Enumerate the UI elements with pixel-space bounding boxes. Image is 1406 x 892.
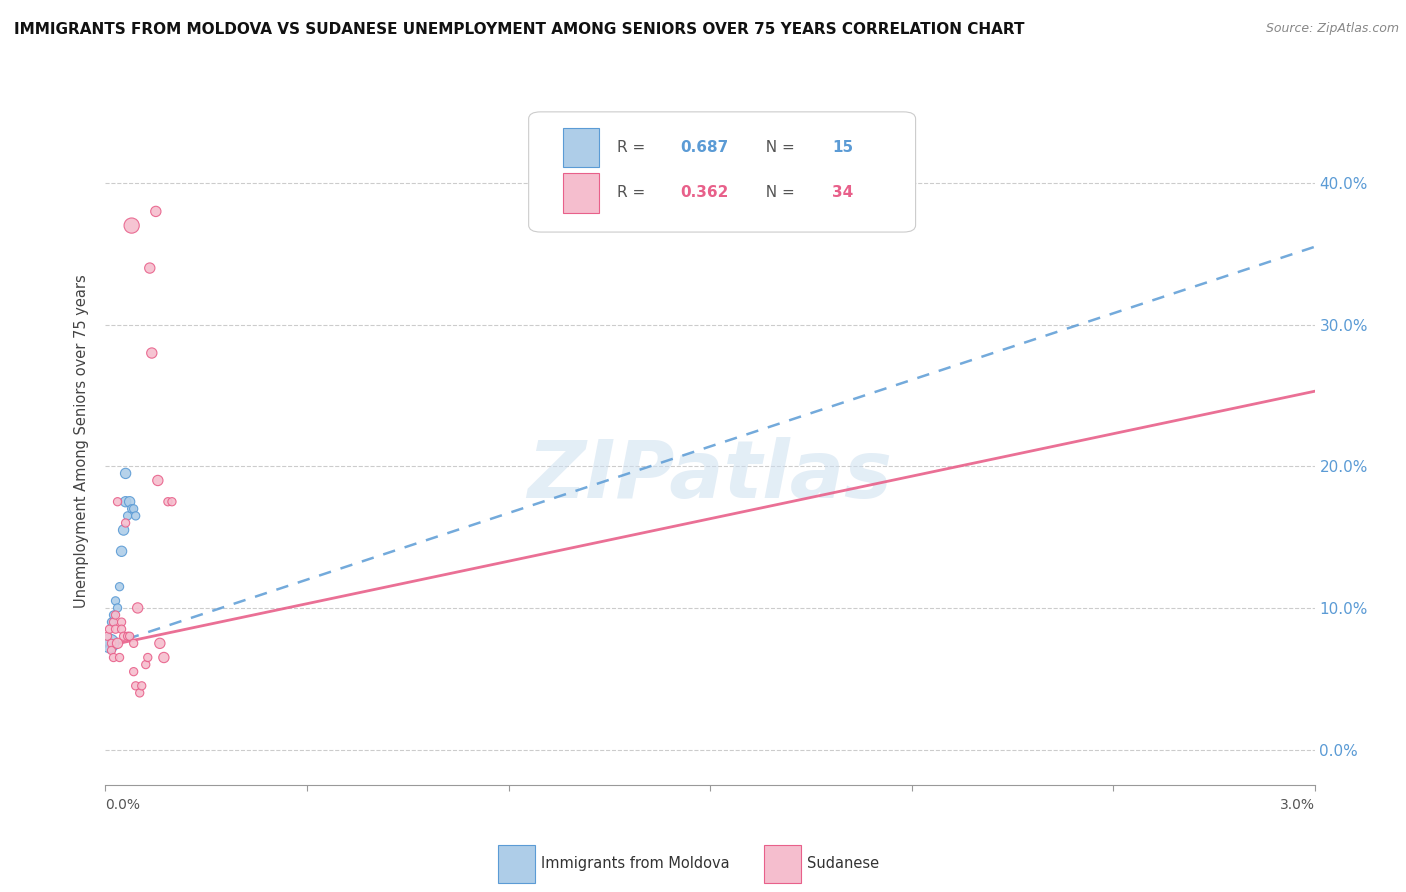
Point — [121, 219, 143, 233]
Point — [117, 508, 139, 523]
Point — [121, 501, 143, 516]
Text: ZIPatlas: ZIPatlas — [527, 437, 893, 515]
Point — [104, 594, 127, 608]
Point — [160, 494, 183, 508]
Text: 3.0%: 3.0% — [1279, 797, 1315, 812]
Point — [127, 601, 149, 615]
Point — [141, 346, 163, 360]
Point — [107, 494, 129, 508]
Point — [98, 622, 121, 636]
Point — [108, 650, 131, 665]
FancyBboxPatch shape — [765, 845, 801, 883]
Point — [122, 665, 145, 679]
Point — [125, 508, 148, 523]
FancyBboxPatch shape — [562, 173, 599, 213]
Point — [108, 580, 131, 594]
Text: N =: N = — [756, 140, 800, 155]
Point — [110, 622, 132, 636]
Point — [156, 494, 179, 508]
Text: Immigrants from Moldova: Immigrants from Moldova — [541, 856, 730, 871]
Point — [100, 643, 122, 657]
Point — [136, 650, 159, 665]
Point — [149, 636, 172, 650]
Point — [153, 650, 176, 665]
Point — [96, 629, 118, 643]
Y-axis label: Unemployment Among Seniors over 75 years: Unemployment Among Seniors over 75 years — [75, 275, 90, 608]
Text: R =: R = — [617, 186, 650, 201]
Point — [103, 615, 125, 629]
Text: IMMIGRANTS FROM MOLDOVA VS SUDANESE UNEMPLOYMENT AMONG SENIORS OVER 75 YEARS COR: IMMIGRANTS FROM MOLDOVA VS SUDANESE UNEM… — [14, 22, 1025, 37]
Point — [122, 636, 145, 650]
Point — [118, 494, 141, 508]
Text: Sudanese: Sudanese — [807, 856, 879, 871]
Text: Source: ZipAtlas.com: Source: ZipAtlas.com — [1265, 22, 1399, 36]
Text: 34: 34 — [832, 186, 853, 201]
Text: N =: N = — [756, 186, 800, 201]
FancyBboxPatch shape — [562, 128, 599, 168]
Point — [146, 474, 169, 488]
Point — [100, 636, 122, 650]
Point — [118, 629, 141, 643]
Text: 0.687: 0.687 — [681, 140, 728, 155]
Point — [125, 679, 148, 693]
Point — [104, 607, 127, 622]
Point — [104, 622, 127, 636]
Point — [103, 650, 125, 665]
Point — [103, 607, 125, 622]
Point — [112, 523, 135, 537]
Point — [128, 686, 150, 700]
Text: 0.0%: 0.0% — [105, 797, 141, 812]
FancyBboxPatch shape — [529, 112, 915, 232]
Point — [110, 544, 132, 558]
Point — [114, 494, 136, 508]
Point — [110, 615, 132, 629]
Point — [114, 467, 136, 481]
Point — [107, 636, 129, 650]
Text: R =: R = — [617, 140, 650, 155]
Point — [98, 636, 121, 650]
Point — [112, 629, 135, 643]
Text: 0.362: 0.362 — [681, 186, 728, 201]
Point — [139, 261, 162, 276]
Point — [145, 204, 167, 219]
Text: 15: 15 — [832, 140, 853, 155]
FancyBboxPatch shape — [499, 845, 534, 883]
Point — [122, 501, 145, 516]
Point — [131, 679, 153, 693]
Point — [117, 629, 139, 643]
Point — [135, 657, 157, 672]
Point — [114, 516, 136, 530]
Point — [107, 601, 129, 615]
Point — [100, 615, 122, 629]
